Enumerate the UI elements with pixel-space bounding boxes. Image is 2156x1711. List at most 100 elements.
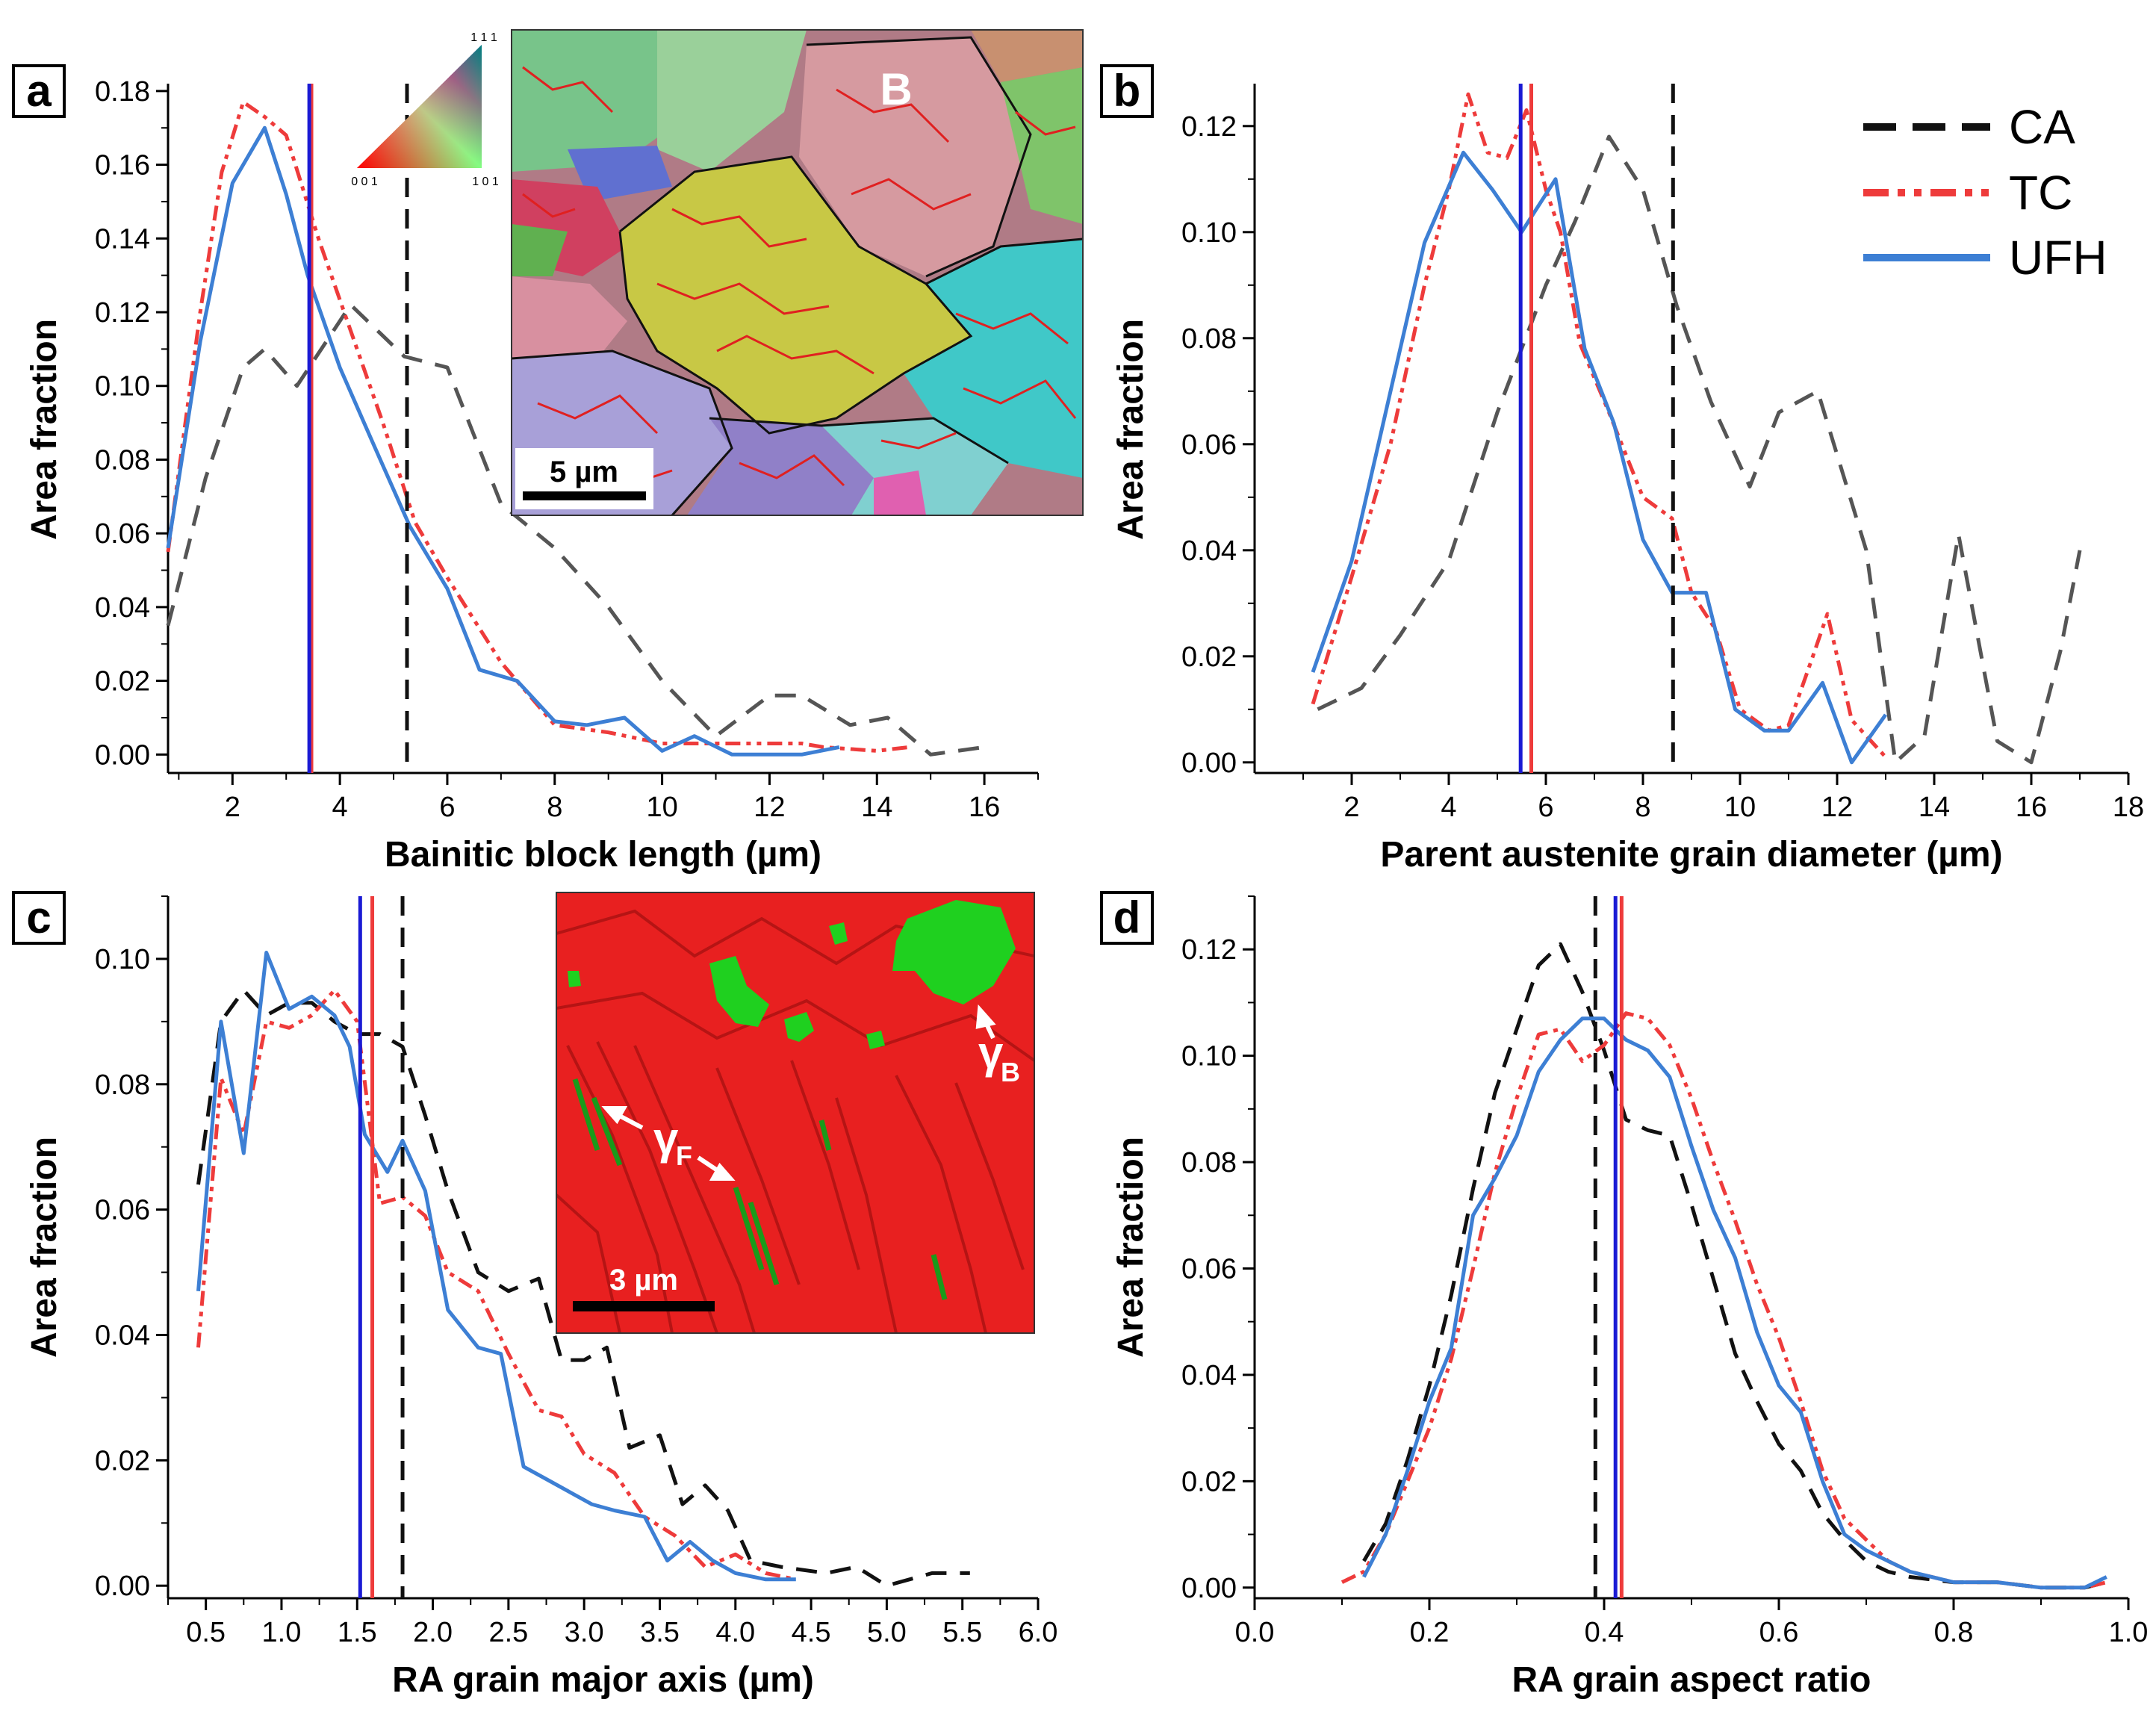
ebsd-scale-bar-label: 5 µm	[550, 456, 618, 488]
x-tick-label: 4	[332, 792, 348, 823]
gamma-f-subscript: F	[676, 1140, 692, 1171]
phase-map-shading	[556, 909, 1034, 1333]
x-tick-label: 12	[1821, 792, 1853, 823]
gamma-b-subscript: B	[1001, 1057, 1020, 1087]
grain-boundary-5	[709, 417, 1009, 465]
y-tick-label: 0.04	[1181, 1360, 1237, 1391]
y-axis-title: Area fraction	[25, 319, 64, 540]
x-axis-title: RA grain major axis (µm)	[392, 1660, 814, 1700]
y-tick-label: 0.14	[95, 223, 150, 255]
ipf-label-111: 1 1 1	[470, 31, 497, 44]
x-tick-label: 2.5	[488, 1617, 528, 1648]
grain-boundary-1	[618, 155, 973, 435]
x-tick-label: 8	[1635, 792, 1650, 823]
y-tick-label: 0.18	[95, 76, 150, 108]
y-tick-label: 0.08	[1181, 323, 1237, 355]
grain-boundary-2	[806, 36, 1032, 278]
grain-orange-top	[971, 30, 1083, 82]
y-tick-label: 0.08	[95, 444, 150, 476]
y-tick-label: 0.16	[95, 150, 150, 181]
x-tick-label: 12	[754, 792, 785, 823]
y-tick-label: 0.10	[95, 944, 150, 975]
y-tick-label: 0.04	[95, 592, 150, 624]
panel-b: 2 4 6 8 10 12 14 16 18 0.00 0.02 0.04 0.06 0.08 0.10 0.…	[1100, 64, 2144, 875]
gamma-b-arrow	[975, 1004, 996, 1040]
y-tick-label: 0.02	[1181, 1466, 1237, 1497]
series-line-ca	[196, 988, 970, 1588]
x-tick-label: 0.8	[1934, 1617, 1974, 1648]
x-tick-label: 2	[1343, 792, 1359, 823]
y-tick-label: 0.10	[1181, 1041, 1237, 1072]
panel-c-label: c	[26, 892, 51, 943]
panel-d-plot: 0.0 0.2 0.4 0.6 0.8 1.0 0.00 0.02 0.04 0.06 0.08 0.…	[1111, 895, 2148, 1700]
grain-green-mid	[657, 30, 807, 172]
grain-green-small	[512, 224, 568, 276]
grain-cyan-right	[904, 239, 1083, 478]
y-tick-label: 0.00	[95, 1571, 150, 1602]
x-tick-label: 1.5	[338, 1617, 377, 1648]
y-tick-label: 0.06	[1181, 429, 1237, 461]
y-tick-label: 0.12	[1181, 934, 1237, 966]
series-line-ufh	[196, 951, 796, 1582]
panel-b-label-box	[1100, 64, 1154, 118]
series-line-ca	[1317, 134, 2082, 765]
y-tick-label: 0.06	[95, 518, 150, 550]
y-tick-label: 0.02	[1181, 642, 1237, 673]
grain-green-right	[1001, 67, 1083, 224]
grain-pink-b	[799, 37, 1031, 276]
y-axis-title: Area fraction	[1111, 319, 1151, 540]
x-axis-title: RA grain aspect ratio	[1512, 1660, 1871, 1700]
grain-yellow-large	[620, 157, 971, 433]
legend-label-ufh: UFH	[2009, 231, 2107, 285]
x-tick-label: 6	[1538, 792, 1553, 823]
grain-teal-bottom	[821, 418, 1008, 515]
y-tick-label: 0.08	[95, 1069, 150, 1101]
panel-b-label: b	[1113, 66, 1141, 116]
x-tick-label: 0.6	[1759, 1617, 1799, 1648]
x-tick-label: 4.5	[792, 1617, 831, 1648]
x-tick-label: 2.0	[413, 1617, 453, 1648]
y-tick-label: 0.00	[95, 739, 150, 771]
panel-d-label-box	[1100, 891, 1154, 945]
y-tick-label: 0.00	[1181, 1573, 1237, 1604]
y-axis-title: Area fraction	[1111, 1137, 1151, 1358]
x-axis-title: Bainitic block length (µm)	[385, 835, 821, 875]
x-tick-label: 6.0	[1019, 1617, 1058, 1648]
ipf-color-key: 1 1 1 0 0 1 1 0 1	[351, 31, 499, 188]
phase-scale-bar-label: 3 µm	[609, 1264, 678, 1297]
grain-purple-bottom	[687, 418, 874, 515]
grain-pink-left	[512, 276, 627, 358]
x-tick-label: 16	[969, 792, 1000, 823]
y-tick-label: 0.00	[1181, 748, 1237, 779]
x-tick-label: 1.0	[262, 1617, 302, 1648]
x-tick-label: 14	[1919, 792, 1950, 823]
y-tick-label: 0.04	[1181, 535, 1237, 567]
panel-a: 2 4 6 8 10 12 14 16 0.00 0.02 0.04 0.06 0.08 0.10 0.12…	[12, 64, 1039, 875]
legend-label-tc: TC	[2009, 166, 2072, 220]
legend-entry-ufh: UFH	[1863, 231, 2107, 285]
y-tick-label: 0.06	[95, 1195, 150, 1226]
panel-c-label-box	[12, 891, 66, 945]
x-tick-label: 10	[1724, 792, 1756, 823]
x-tick-label: 16	[2016, 792, 2047, 823]
y-tick-label: 0.02	[95, 666, 150, 698]
y-tick-label: 0.12	[95, 297, 150, 329]
grain-green-top	[512, 30, 672, 172]
x-tick-label: 0.0	[1235, 1617, 1275, 1648]
y-tick-label: 0.04	[95, 1320, 150, 1352]
y-tick-label: 0.10	[95, 371, 150, 403]
grain-boundary-3	[512, 350, 733, 515]
x-tick-label: 5.0	[867, 1617, 907, 1648]
ipf-label-001: 0 0 1	[351, 176, 378, 188]
series-line-ca	[1362, 942, 2107, 1590]
legend-entry-ca: CA	[1863, 100, 2075, 154]
gamma-f-label: γ	[653, 1114, 679, 1164]
austenite-film-lines	[572, 1078, 948, 1300]
gamma-f-arrows	[601, 1106, 736, 1181]
x-tick-label: 14	[861, 792, 892, 823]
grain-boundary-4	[925, 237, 1083, 285]
grain-label-b: B	[880, 64, 912, 114]
y-tick-label: 0.12	[1181, 111, 1237, 143]
x-tick-label: 4	[1441, 792, 1456, 823]
